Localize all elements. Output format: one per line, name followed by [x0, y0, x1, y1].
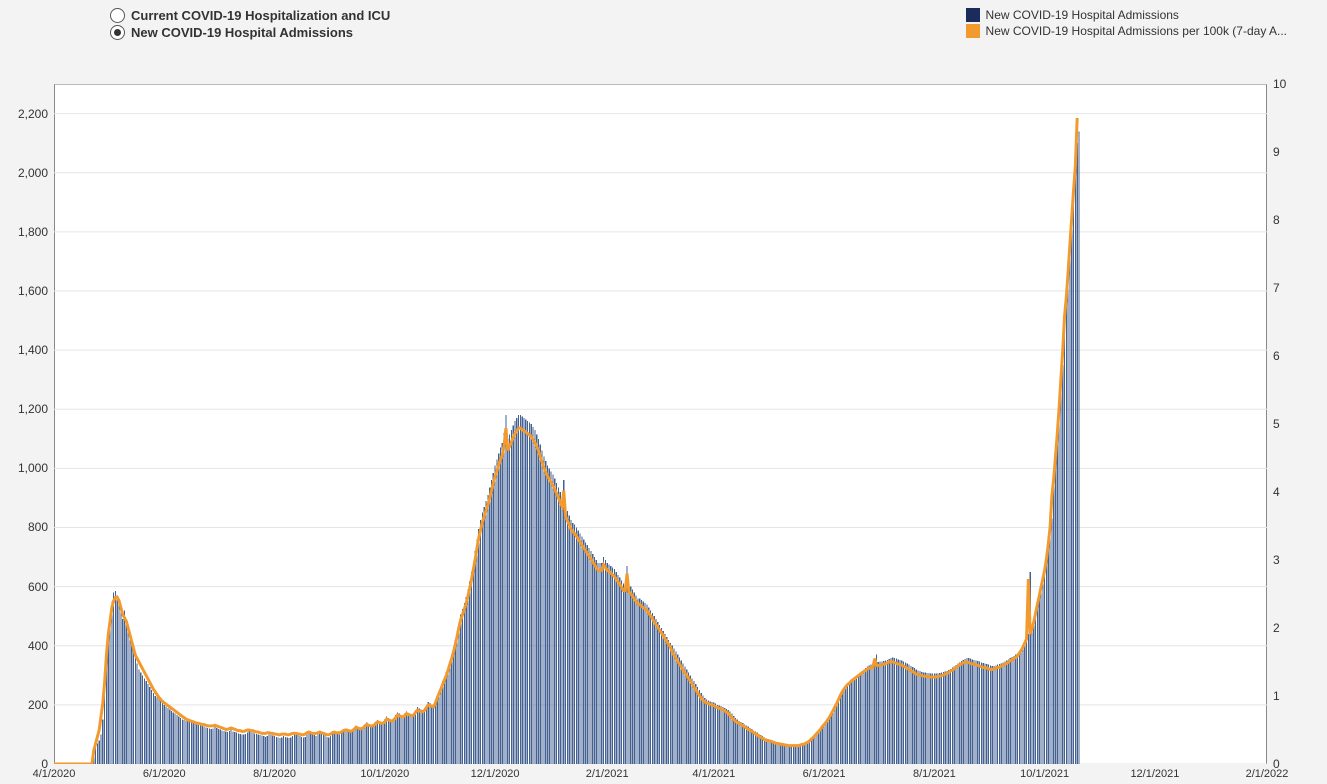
y-right-tick: 6 [1273, 349, 1280, 363]
legend-label: New COVID-19 Hospital Admissions per 100… [986, 24, 1287, 38]
y-right-tick: 2 [1273, 621, 1280, 635]
y-left-tick: 400 [28, 639, 48, 653]
legend-swatch [966, 24, 980, 38]
y-left-tick: 1,800 [18, 225, 48, 239]
y-right-tick: 9 [1273, 145, 1280, 159]
y-left-tick: 1,600 [18, 284, 48, 298]
x-tick: 4/1/2021 [692, 768, 735, 780]
radio-label: Current COVID-19 Hospitalization and ICU [131, 8, 390, 23]
legend-item-bar: New COVID-19 Hospital Admissions [966, 8, 1287, 22]
radio-label: New COVID-19 Hospital Admissions [131, 25, 353, 40]
y-right-tick: 10 [1273, 77, 1286, 91]
x-tick: 2/1/2022 [1246, 768, 1289, 780]
y-right-tick: 5 [1273, 417, 1280, 431]
y-left-tick: 2,200 [18, 107, 48, 121]
plot-region: 02004006008001,0001,2001,4001,6001,8002,… [54, 84, 1267, 764]
y-right-tick: 8 [1273, 213, 1280, 227]
chart-svg [54, 84, 1267, 764]
legend: New COVID-19 Hospital Admissions New COV… [966, 8, 1287, 40]
x-tick: 8/1/2020 [253, 768, 296, 780]
legend-swatch [966, 8, 980, 22]
radio-icon [110, 8, 125, 23]
view-radios: Current COVID-19 Hospitalization and ICU… [110, 8, 390, 40]
y-left-tick: 2,000 [18, 166, 48, 180]
radio-icon [110, 25, 125, 40]
x-tick: 2/1/2021 [586, 768, 629, 780]
y-right-tick: 4 [1273, 485, 1280, 499]
legend-label: New COVID-19 Hospital Admissions [986, 8, 1179, 22]
radio-new-admissions[interactable]: New COVID-19 Hospital Admissions [110, 25, 390, 40]
y-left-tick: 600 [28, 580, 48, 594]
y-left-tick: 800 [28, 520, 48, 534]
header: Current COVID-19 Hospitalization and ICU… [0, 0, 1327, 42]
x-tick: 6/1/2020 [143, 768, 186, 780]
y-right-tick: 1 [1273, 689, 1280, 703]
x-tick: 12/1/2020 [471, 768, 520, 780]
y-right-tick: 7 [1273, 281, 1280, 295]
y-left-tick: 1,200 [18, 402, 48, 416]
legend-item-line: New COVID-19 Hospital Admissions per 100… [966, 24, 1287, 38]
x-tick: 12/1/2021 [1130, 768, 1179, 780]
radio-current-hosp-icu[interactable]: Current COVID-19 Hospitalization and ICU [110, 8, 390, 23]
y-left-tick: 200 [28, 698, 48, 712]
y-left-tick: 1,000 [18, 461, 48, 475]
chart-container: Current COVID-19 Hospitalization and ICU… [0, 0, 1327, 784]
x-tick: 6/1/2021 [803, 768, 846, 780]
y-left-tick: 1,400 [18, 343, 48, 357]
x-tick: 8/1/2021 [913, 768, 956, 780]
x-tick: 10/1/2021 [1020, 768, 1069, 780]
y-right-tick: 3 [1273, 553, 1280, 567]
x-tick: 10/1/2020 [360, 768, 409, 780]
x-tick: 4/1/2020 [33, 768, 76, 780]
